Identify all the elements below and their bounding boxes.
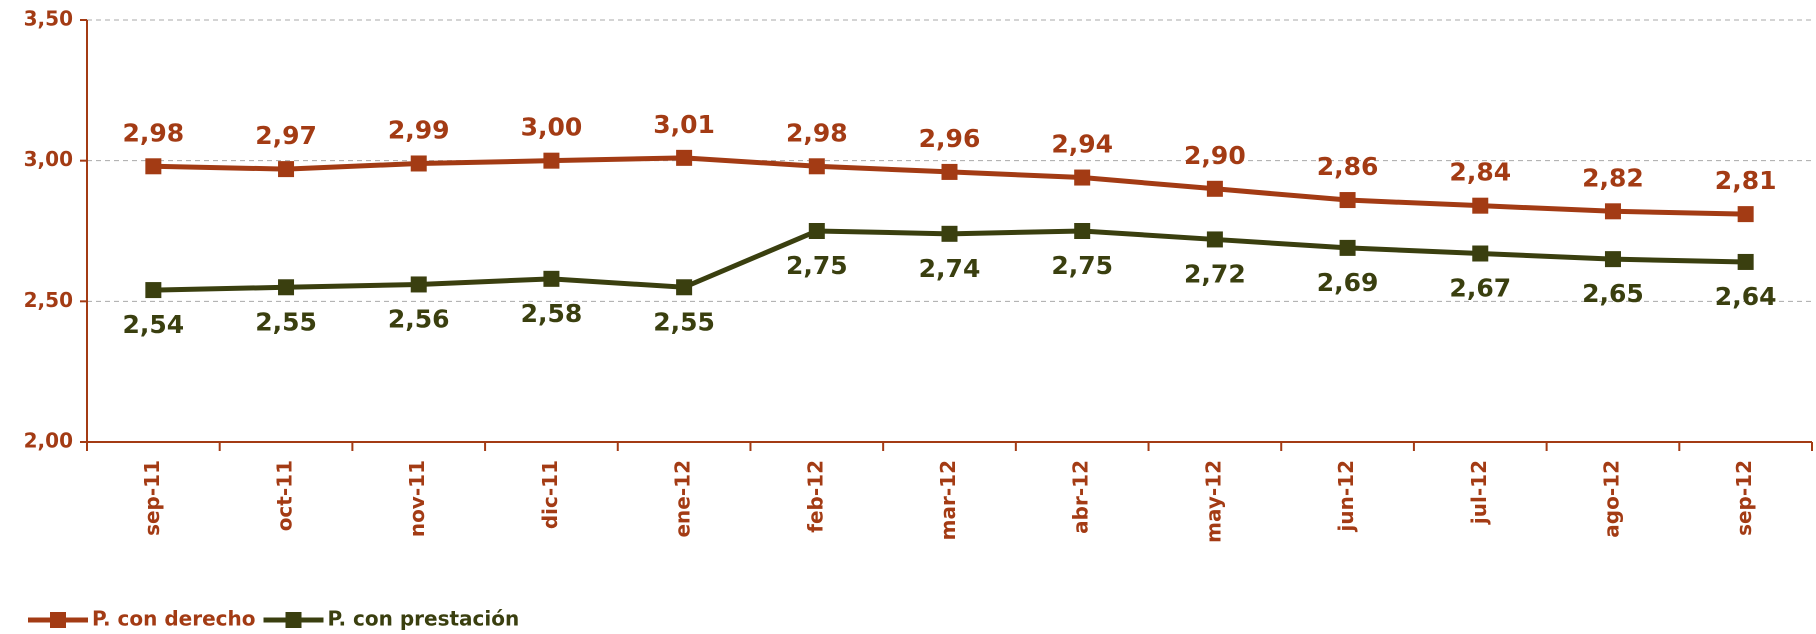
data-label: 2,55 (255, 307, 317, 336)
data-label: 2,54 (123, 310, 185, 339)
x-tick-label: feb-12 (803, 460, 827, 533)
point-marker (1074, 223, 1091, 239)
point-marker (808, 158, 825, 175)
data-label: 2,84 (1449, 158, 1511, 187)
data-label: 3,00 (521, 113, 583, 142)
data-label: 2,69 (1317, 268, 1379, 297)
point-marker (1206, 231, 1223, 248)
x-tick-label: ene-12 (671, 460, 695, 538)
point-marker (1604, 203, 1621, 220)
data-label: 2,58 (521, 299, 583, 328)
data-label: 2,56 (388, 304, 450, 333)
x-tick-label: abr-12 (1069, 460, 1093, 534)
x-tick-label: may-12 (1201, 460, 1225, 543)
data-label: 2,97 (255, 121, 317, 150)
point-marker (676, 279, 693, 296)
data-label: 2,98 (786, 118, 848, 147)
x-tick-label: mar-12 (936, 460, 960, 540)
point-marker (1604, 251, 1621, 268)
point-marker (1737, 206, 1754, 223)
point-marker (410, 155, 427, 172)
legend-label: P. con derecho (92, 607, 256, 631)
point-marker (1339, 192, 1356, 209)
x-tick-label: oct-11 (273, 460, 297, 531)
point-marker (278, 279, 295, 296)
data-label: 2,55 (653, 307, 715, 336)
point-marker (1206, 180, 1223, 197)
data-label: 3,01 (653, 110, 715, 139)
data-label: 2,82 (1582, 163, 1644, 192)
point-marker (543, 152, 560, 169)
point-marker (410, 276, 427, 293)
point-marker (676, 149, 693, 166)
x-tick-label: sep-11 (140, 460, 164, 536)
point-marker (941, 163, 958, 180)
point-marker (808, 223, 825, 239)
data-label: 2,67 (1449, 274, 1511, 303)
data-label: 2,81 (1715, 166, 1777, 195)
x-tick-label: sep-12 (1732, 460, 1756, 536)
data-label: 2,98 (123, 118, 185, 147)
point-marker (145, 282, 162, 299)
data-label: 2,75 (1051, 251, 1113, 280)
legend-marker (285, 612, 302, 628)
data-label: 2,86 (1317, 152, 1379, 181)
point-marker (1472, 197, 1489, 214)
legend-marker (50, 612, 66, 628)
x-tick-label: jun-12 (1334, 460, 1358, 532)
point-marker (1339, 239, 1356, 256)
point-marker (145, 158, 162, 175)
x-tick-label: dic-11 (538, 460, 562, 529)
x-tick-label: nov-11 (405, 460, 429, 537)
data-label: 2,64 (1715, 282, 1777, 311)
point-marker (941, 225, 958, 242)
data-label: 2,94 (1051, 130, 1113, 159)
data-label: 2,72 (1184, 259, 1246, 288)
y-tick-label: 2,00 (24, 429, 73, 453)
y-tick-label: 2,50 (24, 288, 73, 312)
data-label: 2,99 (388, 115, 450, 144)
y-tick-label: 3,00 (24, 147, 73, 171)
x-tick-label: ago-12 (1599, 460, 1623, 538)
data-label: 2,90 (1184, 141, 1246, 170)
data-label: 2,74 (919, 254, 981, 283)
data-label: 2,75 (786, 251, 848, 280)
y-tick-label: 3,50 (24, 7, 73, 31)
point-marker (1074, 169, 1091, 186)
legend-label: P. con prestación (328, 607, 520, 631)
point-marker (543, 270, 560, 287)
point-marker (1472, 245, 1489, 262)
point-marker (1737, 253, 1754, 270)
point-marker (278, 161, 295, 178)
data-label: 2,96 (919, 124, 981, 153)
data-label: 2,65 (1582, 279, 1644, 308)
x-tick-label: jul-12 (1467, 460, 1491, 525)
